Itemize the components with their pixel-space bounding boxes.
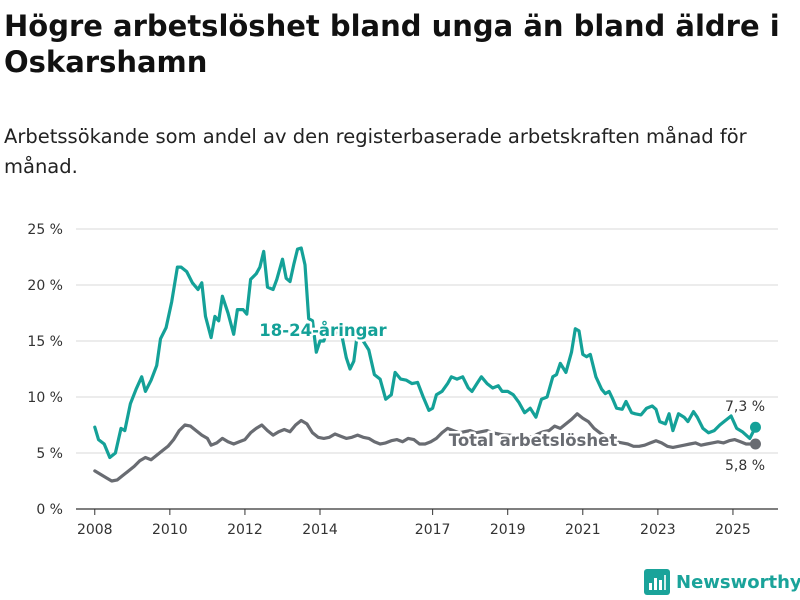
x-tick-label: 2008 xyxy=(77,522,113,538)
youth-end-point xyxy=(749,421,761,433)
newsworthy-logo-icon xyxy=(644,569,670,595)
y-tick-label: 25 % xyxy=(27,222,63,238)
x-tick-label: 2017 xyxy=(415,522,451,538)
x-tick-label: 2012 xyxy=(227,522,263,538)
youth-series-label: 18-24-åringar xyxy=(259,321,387,340)
x-tick-label: 2010 xyxy=(152,522,188,538)
total-end-value-label: 5,8 % xyxy=(725,458,765,474)
x-axis: 2008 2010 2012 2014 2017 2019 2021 2023 2025 xyxy=(76,508,778,538)
chart-subtitle: Arbetssökande som andel av den registerb… xyxy=(4,125,747,178)
y-tick-label: 5 % xyxy=(36,446,63,462)
y-tick-label: 20 % xyxy=(27,278,63,294)
total-series-label: Total arbetslöshet xyxy=(449,431,618,450)
chart-title: Högre arbetslöshet bland unga än bland ä… xyxy=(4,9,780,79)
x-tick-label: 2021 xyxy=(565,522,601,538)
y-tick-label: 15 % xyxy=(27,334,63,350)
x-tick-label: 2014 xyxy=(302,522,338,538)
y-tick-label: 10 % xyxy=(27,390,63,406)
y-tick-label: 0 % xyxy=(36,502,63,518)
x-tick-label: 2019 xyxy=(490,522,526,538)
total-series-line xyxy=(93,412,758,483)
grid-lines xyxy=(76,228,778,454)
series-lines xyxy=(93,246,761,483)
brand-name: Newsworthy xyxy=(676,571,800,593)
total-end-point xyxy=(749,438,761,450)
newsworthy-logo: Newsworthy xyxy=(644,569,800,595)
youth-series-line xyxy=(93,246,758,460)
youth-end-value-label: 7,3 % xyxy=(725,399,765,415)
series-labels: 18-24-åringar Total arbetslöshet 7,3 % 5,8 … xyxy=(257,319,765,475)
x-tick-label: 2025 xyxy=(715,522,751,538)
y-axis-ticks: 0 % 5 % 10 % 15 % 20 % 25 % xyxy=(27,222,63,518)
x-tick-label: 2023 xyxy=(640,522,676,538)
